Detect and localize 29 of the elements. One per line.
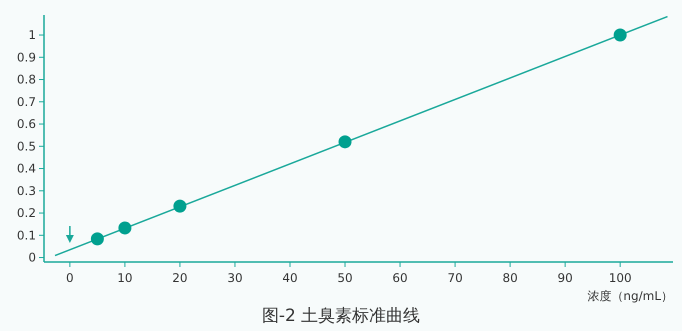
y-tick-label: 0.7 (16, 94, 36, 109)
x-tick-label: 50 (337, 271, 353, 285)
y-tick-label: 0.5 (16, 139, 36, 154)
y-tick-label: 0.9 (16, 50, 36, 64)
y-tick-label: 0.6 (16, 117, 36, 132)
x-tick-label: 40 (282, 271, 298, 285)
y-tick-label: 0.1 (16, 228, 36, 242)
x-tick-label: 100 (608, 271, 632, 285)
x-tick-label: 30 (227, 271, 243, 285)
x-tick-label: 70 (447, 271, 463, 285)
x-tick-label: 0 (66, 271, 74, 285)
x-tick-label: 80 (502, 271, 518, 285)
point (90, 232, 104, 246)
point (173, 200, 186, 213)
point (118, 221, 132, 234)
y-tick-label: 0.2 (16, 206, 36, 220)
x-tick-label: 90 (558, 271, 573, 285)
point (614, 28, 627, 42)
y-tick-label: 0.3 (16, 184, 36, 198)
x-axis-title: 浓度（ng/mL） (587, 289, 673, 303)
x-tick-label: 20 (172, 271, 188, 285)
point (338, 135, 352, 148)
x-tick-label: 10 (117, 271, 133, 285)
y-tick-label: 0.4 (16, 162, 36, 176)
text: 图-2 土臭素标准曲线 (262, 306, 420, 326)
y-tick-label: 0.8 (16, 72, 36, 87)
x-tick-label: 60 (392, 271, 408, 285)
y-tick-label: 1 (28, 28, 36, 42)
y-tick-label: 0 (28, 250, 36, 265)
